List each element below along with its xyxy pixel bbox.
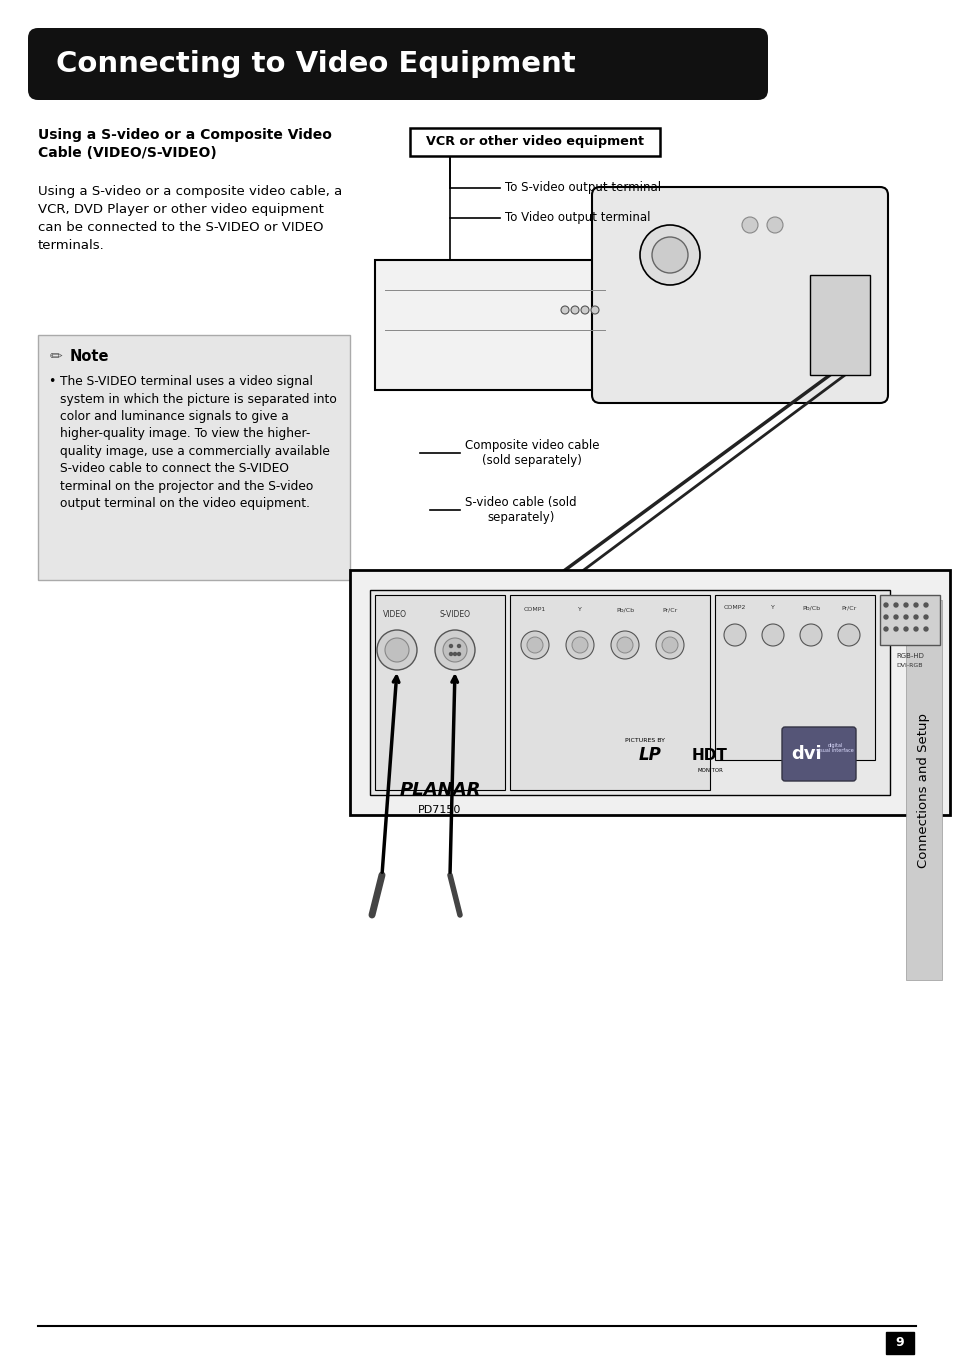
Text: COMP2: COMP2 [723,605,745,610]
Text: To S-video output terminal: To S-video output terminal [504,182,660,194]
Text: PICTURES BY: PICTURES BY [624,738,664,743]
FancyBboxPatch shape [28,28,767,100]
Circle shape [457,652,460,655]
Text: 9: 9 [895,1337,903,1349]
Circle shape [610,631,639,659]
Text: MONITOR: MONITOR [697,767,722,773]
Text: PD7150: PD7150 [417,805,461,815]
Text: HDT: HDT [691,747,727,762]
Text: PLANAR: PLANAR [399,781,480,799]
Text: Pr/Cr: Pr/Cr [841,605,856,610]
Bar [375,595,504,791]
Text: RGB-HD: RGB-HD [895,654,923,659]
Text: S-VIDEO: S-VIDEO [439,610,470,618]
Circle shape [661,637,678,654]
Circle shape [913,616,917,618]
Bar [905,599,941,980]
Circle shape [883,626,887,631]
Text: •: • [48,376,55,388]
Bar [809,275,869,376]
Circle shape [923,603,927,607]
Text: Composite video cable
(sold separately): Composite video cable (sold separately) [464,439,598,466]
Text: DVI-RGB: DVI-RGB [896,663,923,669]
Circle shape [903,626,907,631]
FancyBboxPatch shape [781,727,855,781]
Text: Using a S-video or a Composite Video
Cable (VIDEO/S-VIDEO): Using a S-video or a Composite Video Cab… [38,127,332,160]
Circle shape [457,644,460,648]
Circle shape [766,217,782,233]
Text: VIDEO: VIDEO [382,610,407,618]
Circle shape [923,626,927,631]
Circle shape [913,626,917,631]
Circle shape [449,652,452,655]
Circle shape [837,624,859,645]
Circle shape [449,644,452,648]
Circle shape [656,631,683,659]
Text: dvi: dvi [791,744,821,763]
Text: VCR or other video equipment: VCR or other video equipment [426,136,643,149]
Text: Pb/Cb: Pb/Cb [801,605,820,610]
Text: digital
visual interface: digital visual interface [815,743,853,754]
Text: To Video output terminal: To Video output terminal [504,212,650,225]
Circle shape [923,616,927,618]
Circle shape [453,652,456,655]
Bar [350,570,949,815]
Text: Y: Y [770,605,774,610]
Circle shape [526,637,542,654]
Circle shape [883,616,887,618]
Bar [879,595,939,645]
Circle shape [560,306,568,315]
Circle shape [580,306,588,315]
Circle shape [913,603,917,607]
Circle shape [639,225,700,285]
Circle shape [651,237,687,273]
Circle shape [903,603,907,607]
Text: Y: Y [578,607,581,612]
Circle shape [761,624,783,645]
Bar [510,595,709,791]
Bar [370,590,889,795]
Circle shape [893,616,897,618]
Text: Connections and Setup: Connections and Setup [917,712,929,868]
Bar [375,260,615,391]
Circle shape [893,626,897,631]
Circle shape [571,306,578,315]
Circle shape [893,603,897,607]
Circle shape [520,631,548,659]
Circle shape [442,639,467,662]
Text: COMP1: COMP1 [523,607,545,612]
Text: S-video cable (sold
separately): S-video cable (sold separately) [464,496,576,523]
Bar [38,335,350,580]
Text: Pr/Cr: Pr/Cr [661,607,677,612]
Bar [714,595,874,759]
Circle shape [385,639,409,662]
Text: ✏: ✏ [50,348,63,363]
Circle shape [565,631,594,659]
Bar [885,1332,913,1355]
Circle shape [617,637,633,654]
FancyBboxPatch shape [592,187,887,403]
Circle shape [800,624,821,645]
Circle shape [376,631,416,670]
Bar [410,127,659,156]
Text: Note: Note [70,348,110,363]
Circle shape [883,603,887,607]
Circle shape [590,306,598,315]
Text: Connecting to Video Equipment: Connecting to Video Equipment [56,50,575,79]
Text: Using a S-video or a composite video cable, a
VCR, DVD Player or other video equ: Using a S-video or a composite video cab… [38,184,342,252]
Text: LP: LP [638,746,660,763]
Text: Pb/Cb: Pb/Cb [616,607,634,612]
Circle shape [741,217,758,233]
Circle shape [903,616,907,618]
Text: The S-VIDEO terminal uses a video signal
system in which the picture is separate: The S-VIDEO terminal uses a video signal… [60,376,336,510]
Circle shape [723,624,745,645]
Circle shape [435,631,475,670]
Circle shape [572,637,587,654]
